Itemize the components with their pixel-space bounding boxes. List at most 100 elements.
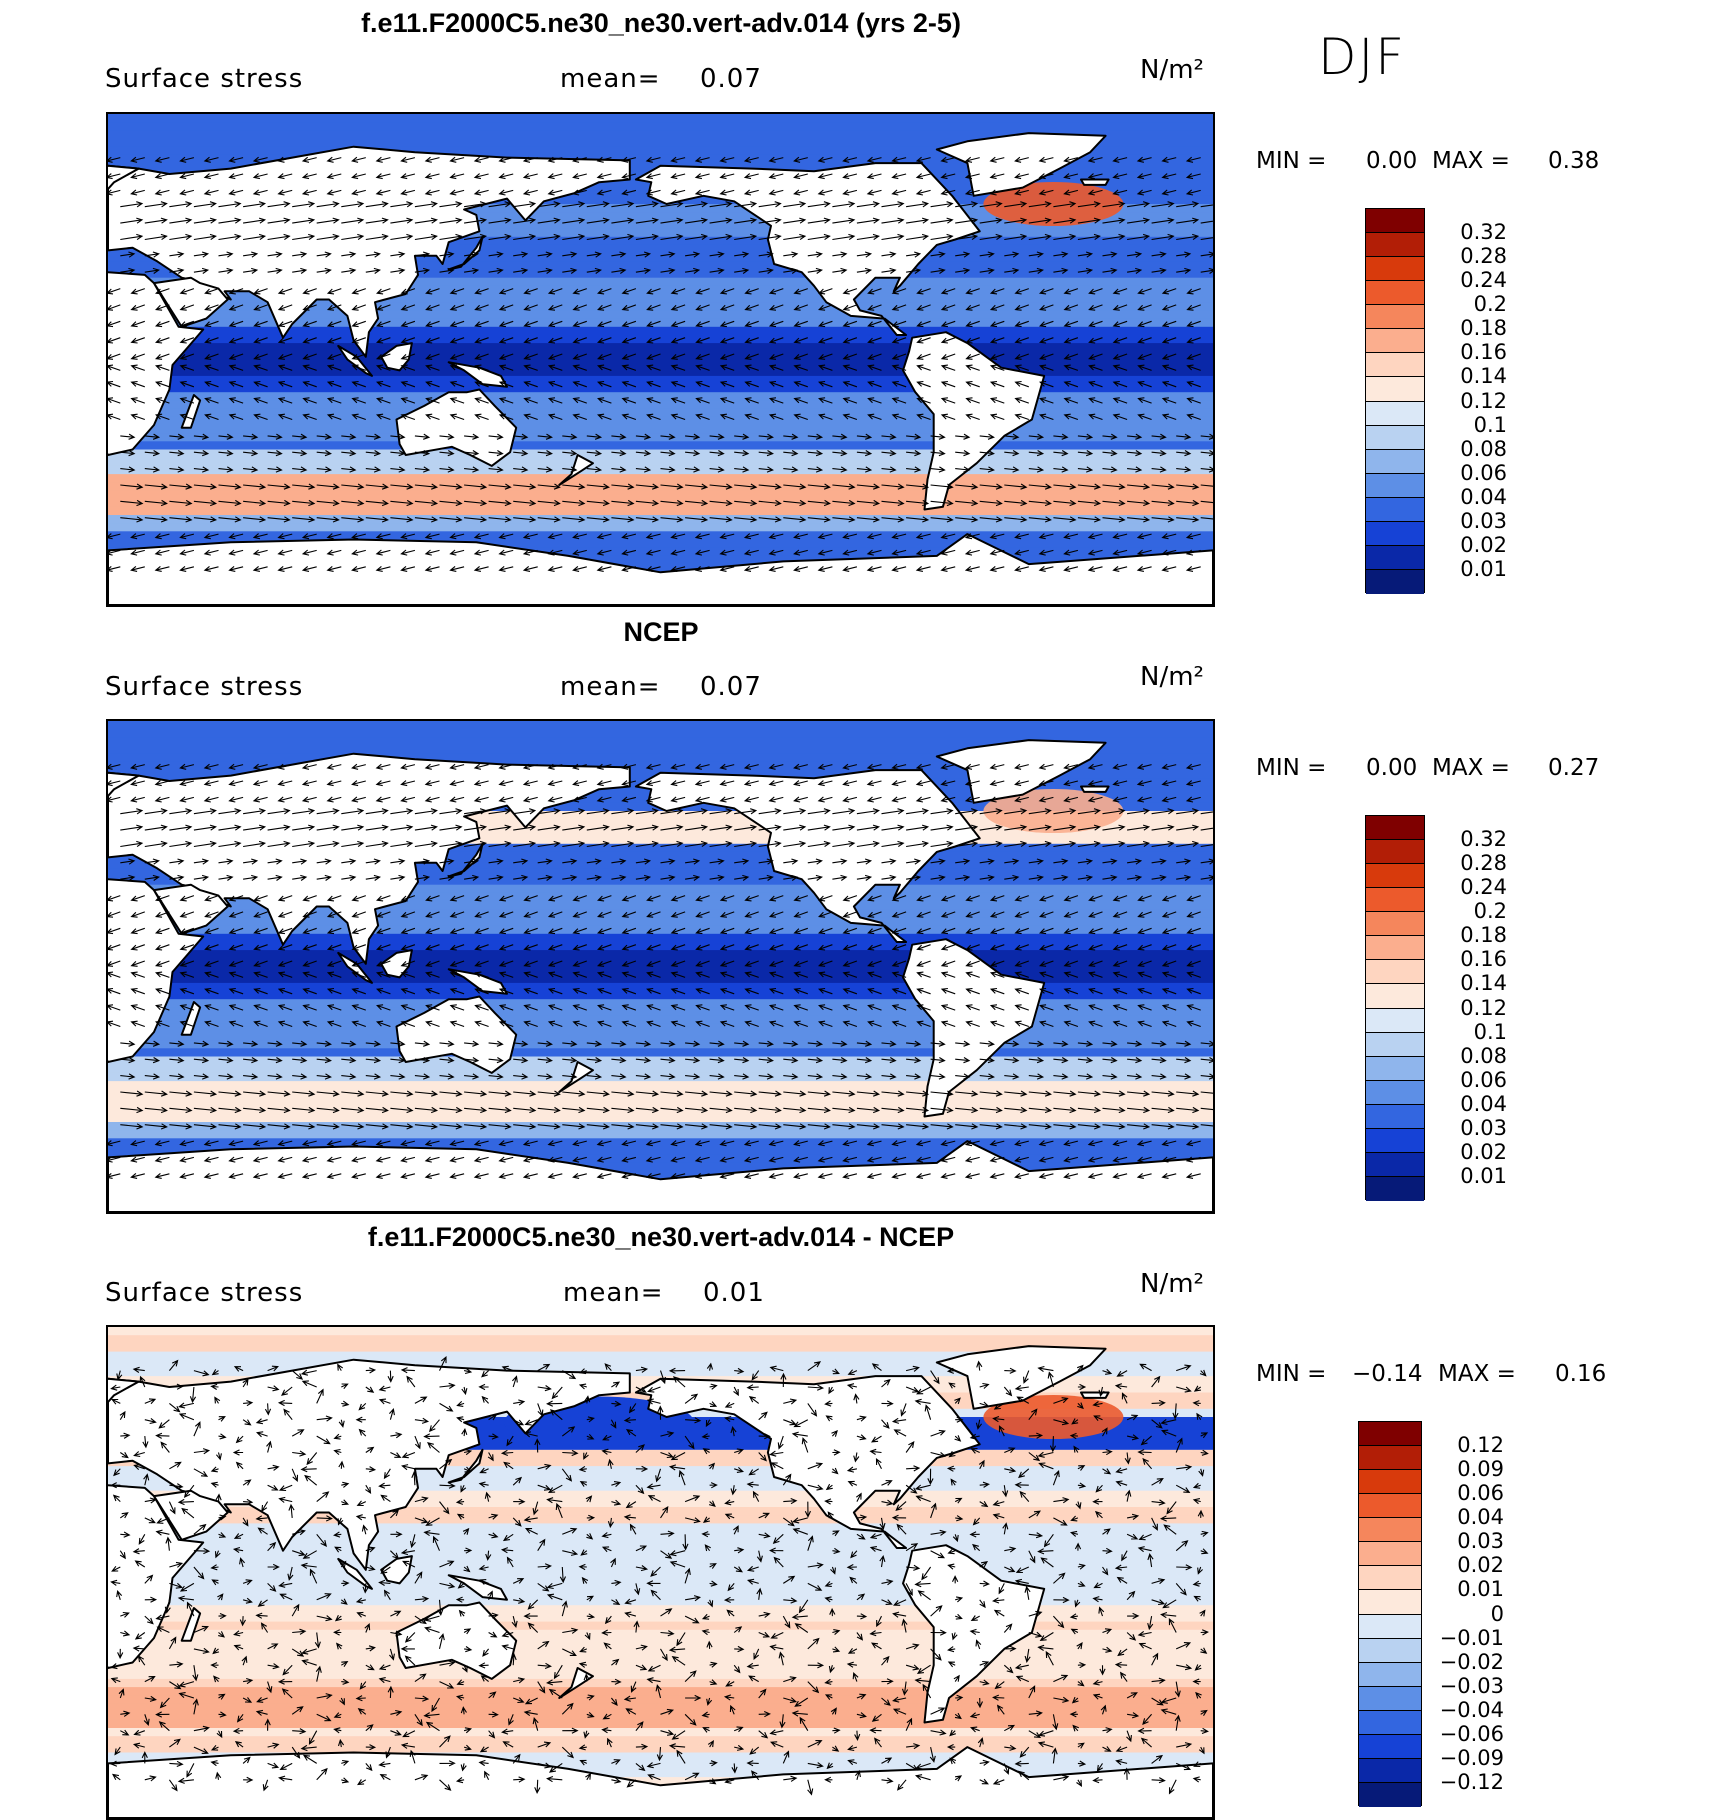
wind-stress-vector xyxy=(807,1123,831,1130)
wind-stress-vector xyxy=(455,1498,465,1505)
wind-stress-vector xyxy=(351,364,366,371)
wind-stress-vector xyxy=(572,1004,587,1011)
wind-stress-vector xyxy=(930,1707,946,1715)
wind-stress-vector xyxy=(1102,1727,1113,1734)
wind-stress-vector xyxy=(243,1399,254,1407)
wind-stress-vector xyxy=(1071,1696,1079,1704)
wind-stress-vector xyxy=(378,1398,391,1405)
wind-stress-vector xyxy=(647,1774,661,1781)
wind-stress-vector xyxy=(915,533,931,540)
wind-stress-vector xyxy=(168,1501,176,1515)
wind-stress-vector xyxy=(906,1564,921,1571)
wind-stress-vector xyxy=(670,1020,686,1028)
wind-stress-vector xyxy=(204,1020,219,1028)
ocean-band xyxy=(108,539,1213,549)
wind-stress-vector xyxy=(1119,1671,1128,1682)
panel-3-units: N/m² xyxy=(1140,1269,1204,1299)
wind-stress-vector xyxy=(719,320,735,328)
wind-stress-vector xyxy=(292,1057,308,1064)
wind-stress-vector xyxy=(668,1743,686,1750)
wind-stress-vector xyxy=(635,1090,660,1097)
wind-stress-vector xyxy=(193,1073,210,1080)
wind-stress-vector xyxy=(375,549,391,556)
wind-stress-vector xyxy=(537,1762,552,1769)
wind-stress-vector xyxy=(316,251,332,258)
wind-stress-vector xyxy=(1186,304,1201,311)
wind-stress-vector xyxy=(488,1106,512,1114)
wind-stress-vector xyxy=(1200,1629,1209,1636)
wind-stress-vector xyxy=(1137,971,1152,978)
wind-stress-vector xyxy=(277,1399,293,1407)
ocean-band xyxy=(108,1556,1213,1565)
wind-stress-vector xyxy=(584,1632,591,1641)
wind-stress-vector xyxy=(473,763,489,770)
wind-stress-vector xyxy=(979,1401,990,1408)
wind-stress-vector xyxy=(326,565,342,572)
wind-stress-vector xyxy=(972,1517,981,1526)
wind-stress-vector xyxy=(365,1106,389,1114)
wind-stress-vector xyxy=(842,156,858,163)
wind-stress-vector xyxy=(891,156,907,163)
wind-stress-vector xyxy=(537,1403,544,1417)
wind-stress-vector xyxy=(179,971,195,978)
wind-stress-vector xyxy=(177,1777,194,1784)
colorbar-tick-label: 0.1 xyxy=(1473,412,1507,437)
wind-stress-vector xyxy=(1053,466,1069,473)
wind-stress-vector xyxy=(1160,1611,1177,1619)
wind-stress-vector xyxy=(695,895,710,902)
wind-stress-vector xyxy=(473,780,489,787)
wind-stress-vector xyxy=(1038,565,1054,572)
wind-stress-vector xyxy=(204,944,219,951)
wind-stress-vector xyxy=(326,911,342,918)
wind-stress-vector xyxy=(1186,960,1201,967)
wind-stress-vector xyxy=(130,304,145,311)
ocean-band xyxy=(108,1097,1213,1107)
wind-stress-vector xyxy=(144,1596,158,1603)
colorbar-swatch xyxy=(1366,1056,1424,1081)
wind-stress-vector xyxy=(279,1762,293,1770)
wind-stress-vector xyxy=(411,1470,418,1486)
wind-stress-vector xyxy=(1028,233,1052,241)
wind-stress-vector xyxy=(866,173,882,180)
wind-stress-vector xyxy=(179,173,195,180)
wind-stress-vector xyxy=(253,1020,268,1028)
wind-stress-vector xyxy=(439,1501,450,1515)
wind-stress-vector xyxy=(169,499,193,507)
wind-stress-vector xyxy=(1161,565,1177,572)
wind-stress-vector xyxy=(871,1435,882,1443)
wind-stress-vector xyxy=(1126,1533,1139,1540)
wind-stress-vector xyxy=(867,1020,882,1028)
wind-stress-vector xyxy=(572,1140,587,1147)
wind-stress-vector xyxy=(1004,1073,1020,1080)
wind-stress-vector xyxy=(1102,1566,1109,1576)
wind-stress-vector xyxy=(458,1609,466,1617)
wind-stress-vector xyxy=(756,1550,763,1563)
wind-stress-vector xyxy=(132,1548,145,1555)
landmass xyxy=(395,995,518,1074)
wind-stress-vector xyxy=(277,960,293,967)
wind-stress-vector xyxy=(1028,858,1044,865)
wind-stress-vector xyxy=(134,1560,146,1568)
wind-stress-vector xyxy=(807,267,823,274)
wind-stress-vector xyxy=(846,1383,858,1390)
wind-stress-vector xyxy=(685,874,701,881)
wind-stress-vector xyxy=(670,1140,686,1147)
wind-stress-vector xyxy=(586,1433,595,1440)
wind-stress-vector xyxy=(1127,499,1151,507)
wind-stress-vector xyxy=(930,516,954,523)
wind-stress-vector xyxy=(635,1565,649,1572)
wind-stress-vector xyxy=(488,499,512,507)
wind-stress-vector xyxy=(866,549,882,556)
wind-stress-vector xyxy=(940,380,956,388)
wind-stress-vector xyxy=(572,796,587,803)
wind-stress-vector xyxy=(362,1583,369,1594)
wind-stress-vector xyxy=(768,1020,784,1028)
wind-stress-vector xyxy=(183,1484,195,1498)
ocean-band xyxy=(108,925,1213,935)
wind-stress-vector xyxy=(989,911,1005,918)
wind-stress-vector xyxy=(670,173,686,180)
wind-stress-vector xyxy=(734,1123,758,1130)
wind-stress-vector xyxy=(326,927,342,935)
wind-stress-vector xyxy=(979,1580,990,1587)
wind-stress-vector xyxy=(390,433,406,440)
